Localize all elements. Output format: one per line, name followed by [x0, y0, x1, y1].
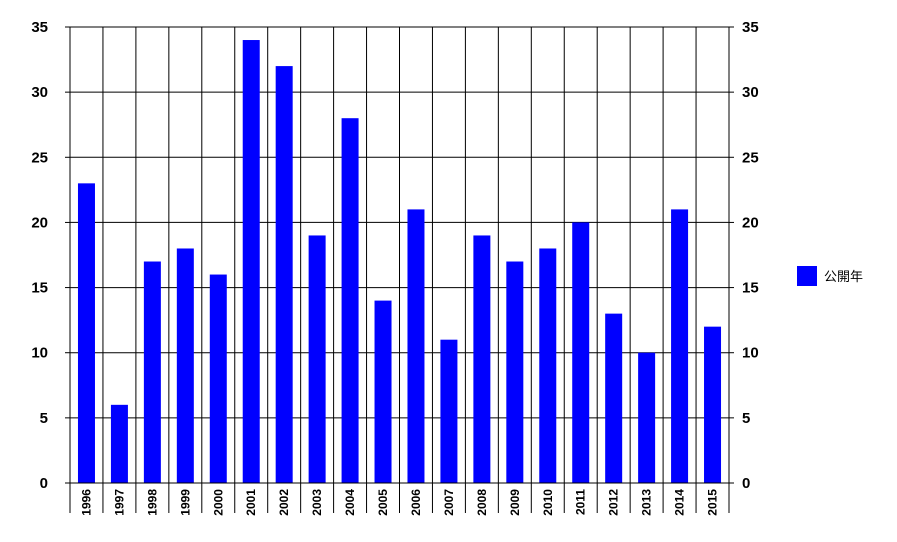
y-tick-label-left: 0	[40, 475, 48, 492]
grid-lines	[70, 26, 729, 484]
x-tick-label: 2005	[376, 489, 390, 516]
x-axis: 1996 1997 1998 1999 2000 2001 2002 2003 2004 2005…	[69, 483, 730, 516]
legend-swatch	[797, 266, 817, 286]
bar-1999	[176, 248, 194, 483]
bar-2000	[209, 274, 227, 483]
bar-2003	[308, 235, 326, 483]
bar-1998	[143, 261, 161, 483]
x-tick-label: 2012	[607, 489, 621, 516]
legend: 公開年	[797, 266, 863, 286]
bar-2013	[638, 352, 656, 483]
bar-2007	[440, 339, 458, 483]
bar-2015	[704, 326, 722, 483]
x-tick-label: 2007	[442, 489, 456, 516]
bar-2004	[341, 118, 359, 483]
bar-2006	[407, 209, 425, 483]
bar-2005	[374, 300, 392, 483]
x-tick-label: 2014	[673, 489, 687, 516]
y-tick-label-left: 10	[31, 345, 48, 362]
y-tick-label-right: 0	[742, 475, 750, 492]
y-tick-label-right: 5	[742, 410, 750, 427]
legend-label: 公開年	[824, 270, 863, 285]
y-tick-label-left: 15	[31, 280, 48, 297]
x-tick-label: 2006	[409, 489, 423, 516]
x-tick-label: 1997	[112, 489, 126, 516]
y-tick-label-right: 25	[742, 149, 759, 166]
y-tick-label-right: 30	[742, 84, 759, 101]
x-tick-label: 2000	[211, 489, 225, 516]
x-tick-label: 2004	[343, 489, 357, 516]
x-tick-label: 2002	[277, 489, 291, 516]
x-tick-label: 2003	[310, 489, 324, 516]
bars	[77, 40, 722, 484]
x-tick-label: 1998	[145, 489, 159, 516]
y-tick-label-left: 20	[31, 214, 48, 231]
x-tick-label: 2008	[475, 489, 489, 516]
bar-2012	[605, 313, 623, 483]
x-tick-label: 2001	[244, 489, 258, 516]
x-tick-label: 1999	[178, 489, 192, 516]
y-tick-label-left: 30	[31, 84, 48, 101]
x-tick-label: 1996	[79, 489, 93, 516]
bar-2014	[671, 209, 689, 483]
y-tick-label-right: 20	[742, 214, 759, 231]
x-tick-label: 2010	[541, 489, 555, 516]
y-axis-left: 0 5 10 15 20 25 30 35	[31, 19, 70, 492]
bar-2002	[275, 66, 293, 483]
x-tick-label: 2015	[706, 489, 720, 516]
y-tick-label-left: 5	[40, 410, 48, 427]
y-tick-label-right: 35	[742, 19, 759, 36]
bar-1996	[77, 183, 95, 484]
y-tick-label-left: 35	[31, 19, 48, 36]
x-tick-label: 2013	[640, 489, 654, 516]
bar-2008	[473, 235, 491, 483]
bar-1997	[110, 404, 128, 483]
bar-2010	[539, 248, 557, 483]
y-tick-label-right: 15	[742, 280, 759, 297]
x-tick-label: 2011	[574, 489, 588, 515]
y-tick-label-left: 25	[31, 149, 48, 166]
y-axis-right: 0 5 10 15 20 25 30 35	[729, 19, 759, 492]
y-tick-label-right: 10	[742, 345, 759, 362]
bar-2009	[506, 261, 524, 483]
bar-2001	[242, 40, 260, 484]
x-tick-label: 2009	[508, 489, 522, 516]
bar-2011	[572, 222, 590, 483]
